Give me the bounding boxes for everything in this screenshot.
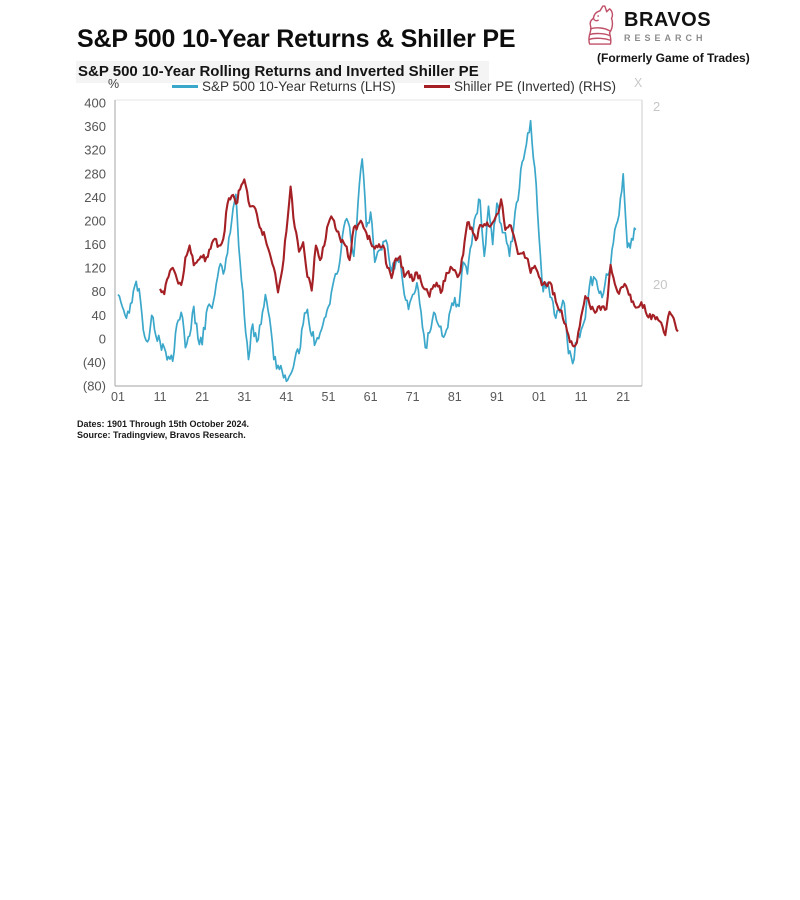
svg-text:360: 360 (84, 119, 106, 134)
svg-text:2: 2 (653, 99, 660, 114)
logo-sub-text: RESEARCH (624, 33, 707, 43)
chart-footnote: Dates: 1901 Through 15th October 2024. S… (77, 419, 249, 441)
svg-text:160: 160 (84, 237, 106, 252)
svg-text:240: 240 (84, 190, 106, 205)
svg-text:280: 280 (84, 166, 106, 181)
svg-text:320: 320 (84, 143, 106, 158)
bravos-logo: BRAVOS RESEARCH (582, 3, 711, 49)
legend-item-returns: S&P 500 10-Year Returns (LHS) (172, 79, 396, 94)
svg-text:200: 200 (84, 213, 106, 228)
footnote-source: Source: Tradingview, Bravos Research. (77, 430, 246, 440)
svg-text:(80): (80) (83, 379, 106, 394)
svg-text:(40): (40) (83, 355, 106, 370)
chart-block-bottom: S&P 500 10-Year Returns & Shiller PE BRA… (76, 3, 750, 441)
svg-text:71: 71 (406, 390, 420, 404)
logo-brand-text: BRAVOS (624, 9, 712, 31)
svg-text:21: 21 (616, 390, 630, 404)
svg-text:0: 0 (99, 331, 106, 346)
svg-text:91: 91 (490, 390, 504, 404)
svg-text:40: 40 (92, 308, 106, 323)
svg-text:20: 20 (653, 277, 667, 292)
svg-text:400: 400 (84, 96, 106, 111)
legend-dash-blue (172, 85, 198, 88)
svg-text:41: 41 (279, 390, 293, 404)
right-axis-unit: X (634, 76, 643, 90)
svg-text:80: 80 (92, 284, 106, 299)
legend-label-shiller: Shiller PE (Inverted) (RHS) (454, 79, 617, 94)
legend-label-returns: S&P 500 10-Year Returns (LHS) (202, 79, 396, 94)
svg-text:21: 21 (195, 390, 209, 404)
svg-text:11: 11 (575, 390, 588, 404)
svg-text:61: 61 (364, 390, 378, 404)
logo-tagline: (Formerly Game of Trades) (597, 51, 750, 65)
svg-text:11: 11 (154, 390, 167, 404)
svg-text:01: 01 (111, 390, 125, 404)
footnote-dates: Dates: 1901 Through 15th October 2024. (77, 419, 250, 429)
left-axis-unit: % (108, 77, 120, 91)
chart-subtitle: S&P 500 10-Year Rolling Returns and Inve… (76, 61, 489, 84)
svg-text:31: 31 (237, 390, 251, 404)
legend-item-shiller: Shiller PE (Inverted) (RHS) (424, 79, 616, 94)
svg-text:51: 51 (322, 390, 336, 404)
legend-dash-red (424, 85, 450, 88)
svg-text:01: 01 (532, 390, 546, 404)
svg-text:81: 81 (448, 390, 462, 404)
page-title: S&P 500 10-Year Returns & Shiller PE (77, 24, 516, 53)
svg-text:120: 120 (84, 261, 106, 276)
knight-icon (588, 5, 614, 45)
line-chart-plot: 40036032028024020016012080400(40)(80)220… (83, 96, 679, 404)
